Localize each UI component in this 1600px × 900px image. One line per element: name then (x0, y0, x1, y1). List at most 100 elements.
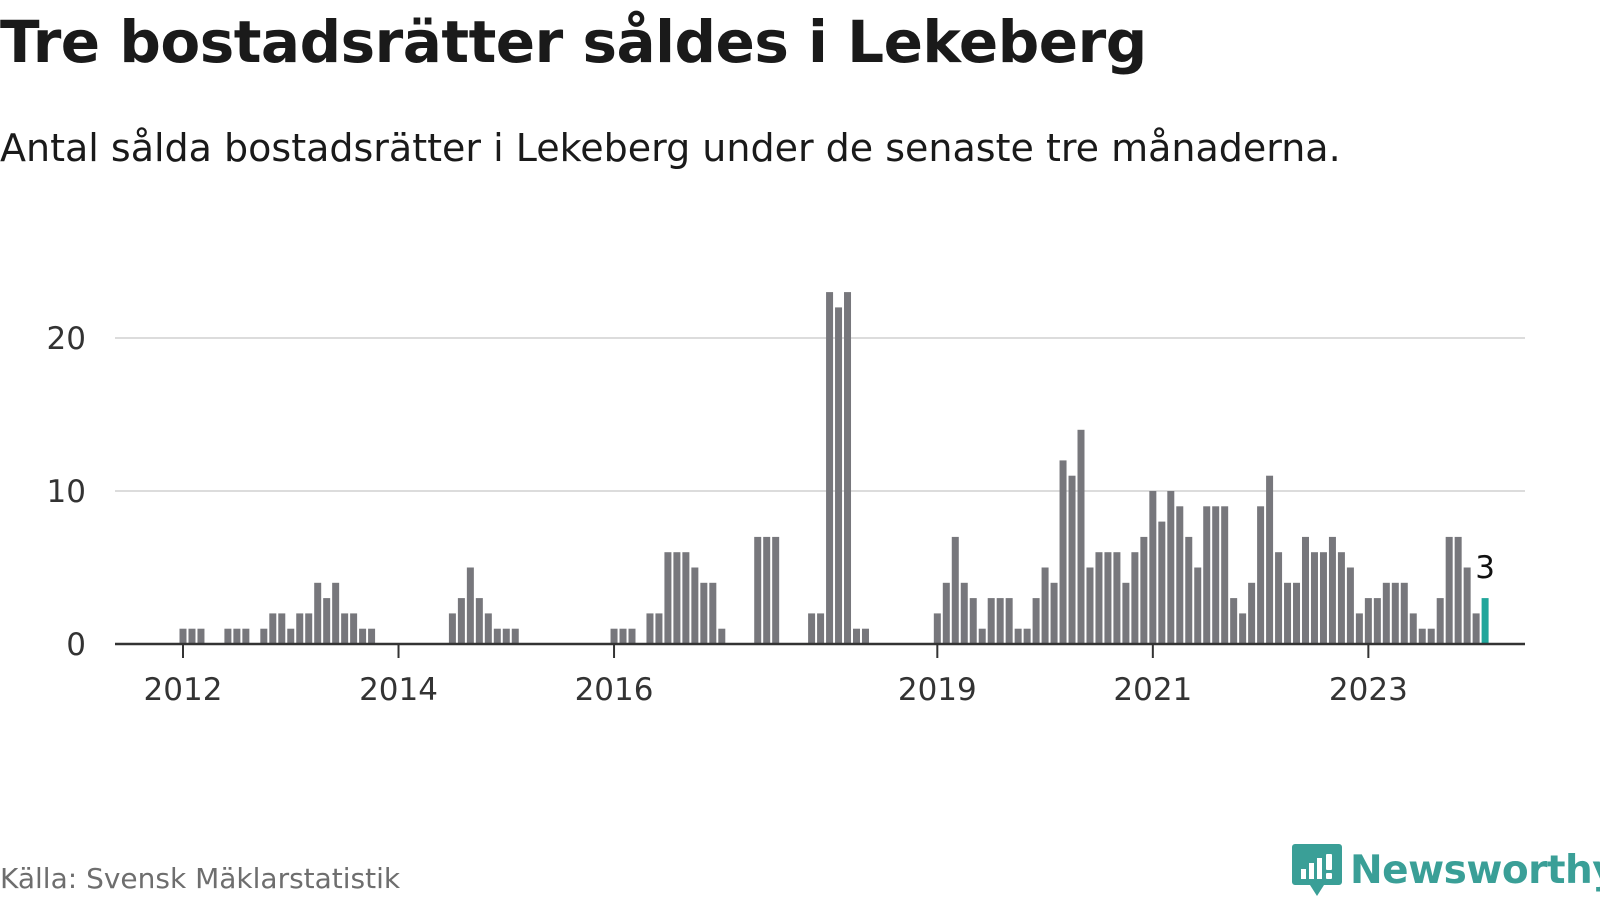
bar (763, 536, 771, 644)
source-note: Källa: Svensk Mäklarstatistik (0, 862, 401, 895)
bar (448, 613, 456, 644)
x-tick-label: 2016 (575, 672, 654, 708)
x-tick-label: 2019 (898, 672, 977, 708)
bar (1319, 552, 1327, 644)
bar (1059, 460, 1067, 644)
bar (1364, 598, 1372, 644)
bar (287, 628, 295, 644)
bar (709, 582, 717, 644)
chart-title: Tre bostadsrätter såldes i Lekeberg (0, 8, 1147, 76)
bar (772, 536, 780, 644)
bar (188, 628, 196, 644)
chart-subtitle: Antal sålda bostadsrätter i Lekeberg und… (0, 126, 1341, 170)
bar (1221, 506, 1229, 644)
bar (1185, 536, 1193, 644)
bar (359, 628, 367, 644)
bar (987, 598, 995, 644)
bar (493, 628, 501, 644)
bar (1239, 613, 1247, 644)
bar (1194, 567, 1202, 644)
bar (484, 613, 492, 644)
bar (1248, 582, 1256, 644)
y-tick-label: 0 (66, 627, 86, 663)
bar (1095, 552, 1103, 644)
bar (655, 613, 663, 644)
bar (951, 536, 959, 644)
bar (861, 628, 869, 644)
bar (332, 582, 340, 644)
bar (969, 598, 977, 644)
bar (1337, 552, 1345, 644)
bar (1463, 567, 1471, 644)
bar (673, 552, 681, 644)
bar (1032, 598, 1040, 644)
bar (619, 628, 627, 644)
bar (1284, 582, 1292, 644)
x-tick-label: 2014 (359, 672, 438, 708)
bar (1176, 506, 1184, 644)
bar (1418, 628, 1426, 644)
bar (853, 628, 860, 644)
bar (1077, 429, 1085, 644)
newsworthy-logo-icon (1292, 844, 1342, 896)
brand-name: Newsworthy (1350, 847, 1600, 893)
bar (475, 598, 483, 644)
bar (224, 628, 232, 644)
bar (808, 613, 816, 644)
bar (1122, 582, 1130, 644)
bar (233, 628, 241, 644)
x-tick-label: 2023 (1329, 672, 1408, 708)
bar (1328, 536, 1336, 644)
bar (1293, 582, 1301, 644)
bar (1104, 552, 1112, 644)
bar (341, 613, 349, 644)
bar (368, 628, 376, 644)
bar (933, 613, 941, 644)
bar-highlight (1481, 598, 1489, 644)
bar (1400, 582, 1408, 644)
bar (1275, 552, 1283, 644)
bar (1472, 613, 1480, 644)
bar (1167, 491, 1175, 644)
bar (1257, 506, 1265, 644)
bar (754, 536, 762, 644)
bar (682, 552, 690, 644)
bar (960, 582, 968, 644)
bar (1436, 598, 1444, 644)
gridlines (115, 337, 1525, 492)
bar (269, 613, 277, 644)
bar (1149, 491, 1157, 644)
bar (197, 628, 205, 644)
bar (826, 292, 834, 644)
bar (996, 598, 1004, 644)
bar (323, 598, 331, 644)
bar (610, 628, 618, 644)
bar (466, 567, 474, 644)
bar (1050, 582, 1058, 644)
bar (502, 628, 510, 644)
bar (296, 613, 304, 644)
bar (1391, 582, 1399, 644)
bar (978, 628, 986, 644)
bar (278, 613, 286, 644)
bar (835, 307, 843, 644)
bar (1131, 552, 1139, 644)
bar (1158, 521, 1166, 644)
bar (1212, 506, 1220, 644)
bar (1014, 628, 1022, 644)
bar (1427, 628, 1435, 644)
bar (718, 628, 726, 644)
bar (646, 613, 654, 644)
bar (844, 292, 852, 644)
x-tick-label: 2021 (1113, 672, 1192, 708)
bar (350, 613, 358, 644)
bar (1140, 536, 1148, 644)
last-value-label: 3 (1475, 550, 1495, 586)
bar (1023, 628, 1031, 644)
bar (664, 552, 672, 644)
bar (691, 567, 699, 644)
bar (817, 613, 825, 644)
bar (1005, 598, 1013, 644)
bar (1203, 506, 1211, 644)
bar (314, 582, 322, 644)
